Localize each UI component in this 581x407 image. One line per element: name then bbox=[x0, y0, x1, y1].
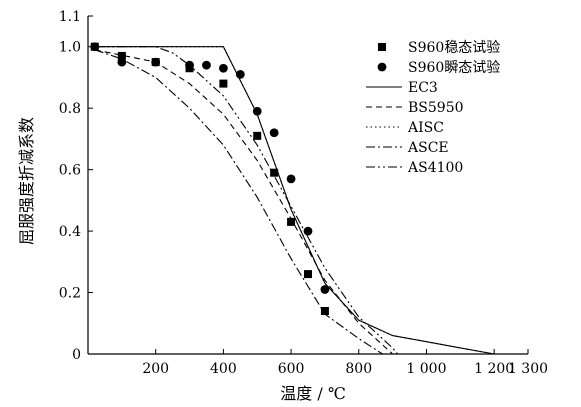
data-point-circle bbox=[235, 69, 245, 79]
x-tick-label: 200 bbox=[142, 361, 169, 377]
data-point-circle bbox=[320, 285, 330, 294]
legend-label: AISC bbox=[407, 120, 444, 136]
data-point-square bbox=[253, 131, 262, 140]
data-point-square bbox=[219, 79, 228, 88]
data-point-circle bbox=[252, 106, 262, 116]
x-tick-label: 1 200 bbox=[474, 361, 514, 377]
plot-markers bbox=[90, 42, 330, 315]
legend-marker-circle bbox=[377, 62, 387, 72]
data-point-circle bbox=[286, 174, 296, 184]
data-point-square bbox=[320, 306, 329, 315]
data-point-circle bbox=[151, 57, 161, 67]
data-point-circle bbox=[117, 57, 127, 67]
x-tick-label: 400 bbox=[210, 361, 237, 377]
legend-label: BS5950 bbox=[408, 100, 464, 116]
x-tick-label: 1 000 bbox=[406, 361, 446, 377]
y-tick-label: 0.8 bbox=[59, 101, 81, 117]
data-point-square bbox=[287, 217, 296, 226]
data-point-square bbox=[304, 270, 312, 279]
legend-label: ASCE bbox=[407, 140, 449, 156]
data-point-circle bbox=[202, 60, 211, 70]
y-tick-label: 0.4 bbox=[59, 224, 81, 240]
x-tick-label: 800 bbox=[345, 361, 372, 377]
y-tick-label: 0.6 bbox=[59, 163, 81, 179]
data-point-circle bbox=[90, 42, 100, 52]
series-line-bs5950 bbox=[94, 49, 393, 355]
legend: S960稳态试验 S960瞬态试验 EC3 BS5950 AISC ASCE AS4100 bbox=[366, 40, 500, 176]
legend-label: S960瞬态试验 bbox=[408, 60, 500, 76]
data-point-square bbox=[270, 168, 279, 177]
y-tick-label: 0.2 bbox=[59, 286, 81, 302]
y-axis-label: 屈服强度折减系数 bbox=[17, 117, 36, 245]
legend-label: AS4100 bbox=[407, 160, 463, 176]
x-tick-label: 1 300 bbox=[508, 361, 548, 377]
y-tick-label: 1.1 bbox=[59, 9, 81, 25]
legend-label: S960稳态试验 bbox=[408, 40, 500, 56]
series-line-as4100 bbox=[94, 46, 399, 355]
legend-label: EC3 bbox=[408, 80, 438, 96]
series-line-asce bbox=[94, 49, 383, 355]
x-axis-label: 温度 / ℃ bbox=[280, 384, 345, 403]
data-point-circle bbox=[185, 60, 194, 70]
data-point-circle bbox=[303, 226, 313, 236]
plot-lines bbox=[94, 46, 495, 355]
data-point-circle bbox=[269, 128, 279, 138]
data-point-circle bbox=[218, 63, 228, 73]
legend-marker-square bbox=[378, 43, 386, 51]
x-tick-label: 600 bbox=[278, 361, 305, 377]
data-point-square bbox=[117, 51, 126, 60]
y-tick-label: 0 bbox=[72, 347, 81, 363]
y-tick-label: 1.0 bbox=[59, 40, 81, 56]
